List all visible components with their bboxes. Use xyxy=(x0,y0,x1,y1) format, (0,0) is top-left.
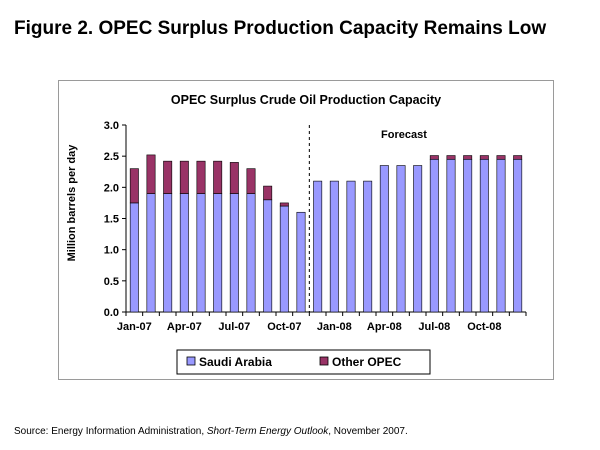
x-tick-label: Apr-07 xyxy=(167,321,202,333)
bar-other-opec xyxy=(179,160,189,194)
bar-other-opec xyxy=(213,160,223,194)
bar-other-opec xyxy=(229,162,239,194)
bar-other-opec xyxy=(496,155,506,160)
y-tick-label: 2.0 xyxy=(104,182,119,194)
bar-other-opec xyxy=(479,155,489,160)
bar-other-opec xyxy=(429,155,439,160)
bar-saudi-arabia xyxy=(179,193,189,313)
y-axis-label: Million barrels per day xyxy=(66,144,78,262)
bar-other-opec xyxy=(279,202,289,207)
bar-saudi-arabia xyxy=(213,193,223,313)
bar-saudi-arabia xyxy=(296,211,306,313)
bar-other-opec xyxy=(196,160,206,194)
legend-box xyxy=(176,349,431,375)
bar-other-opec xyxy=(446,155,456,160)
y-tick-label: 3.0 xyxy=(104,120,119,132)
y-tick-label: 0.0 xyxy=(104,307,119,319)
bar-saudi-arabia xyxy=(479,158,489,313)
legend-swatch-other-opec xyxy=(319,356,329,366)
bar-saudi-arabia xyxy=(496,158,506,313)
bar-other-opec xyxy=(263,185,273,201)
bar-saudi-arabia xyxy=(463,158,473,313)
y-tick-label: 1.0 xyxy=(104,245,119,257)
chart-panel: OPEC Surplus Crude Oil Production Capaci… xyxy=(58,80,554,380)
bar-saudi-arabia xyxy=(363,180,373,313)
bar-saudi-arabia xyxy=(146,193,156,313)
y-tick-label: 0.5 xyxy=(104,276,119,288)
x-tick-label: Jan-07 xyxy=(117,321,152,333)
bar-other-opec xyxy=(513,155,523,160)
bar-other-opec xyxy=(129,168,139,204)
y-tick-label: 1.5 xyxy=(104,214,119,226)
x-tick-label: Jul-08 xyxy=(418,321,450,333)
bar-saudi-arabia xyxy=(246,193,256,313)
source-note: Source: Energy Information Administratio… xyxy=(14,426,594,437)
bar-other-opec xyxy=(146,154,156,194)
x-tick-label: Jan-08 xyxy=(317,321,352,333)
bar-saudi-arabia xyxy=(413,165,423,313)
source-publication: Short-Term Energy Outlook xyxy=(206,426,329,437)
bar-saudi-arabia xyxy=(229,193,239,313)
bar-saudi-arabia xyxy=(263,199,273,313)
forecast-label: Forecast xyxy=(381,129,427,141)
bar-saudi-arabia xyxy=(446,158,456,313)
bar-saudi-arabia xyxy=(346,180,356,313)
bar-saudi-arabia xyxy=(329,180,339,313)
y-tick-label: 2.5 xyxy=(104,151,119,163)
bar-other-opec xyxy=(463,155,473,160)
bar-saudi-arabia xyxy=(396,165,406,313)
bar-saudi-arabia xyxy=(429,158,439,313)
x-tick-label: Apr-08 xyxy=(367,321,402,333)
bar-saudi-arabia xyxy=(196,193,206,313)
bar-saudi-arabia xyxy=(129,202,139,313)
x-tick-label: Oct-07 xyxy=(267,321,301,333)
bar-other-opec xyxy=(163,160,173,194)
plot-area: 0.0 0.5 1.0 1.5 2.0 2.5 3.0 Jan-07 Apr-07 Jul-07 O… xyxy=(104,120,527,333)
legend-swatch-saudi-arabia xyxy=(186,356,196,366)
chart: OPEC Surplus Crude Oil Production Capaci… xyxy=(66,93,527,375)
bar-saudi-arabia xyxy=(313,180,323,313)
x-tick-label: Oct-08 xyxy=(467,321,501,333)
legend-label-saudi-arabia: Saudi Arabia xyxy=(199,355,272,369)
bar-saudi-arabia xyxy=(279,205,289,313)
bar-saudi-arabia xyxy=(513,158,523,313)
source-suffix: , November 2007. xyxy=(328,426,408,437)
legend-label-other-opec: Other OPEC xyxy=(332,355,402,369)
bar-saudi-arabia xyxy=(163,193,173,313)
x-tick-label: Jul-07 xyxy=(218,321,250,333)
legend: Saudi Arabia Other OPEC xyxy=(176,349,431,375)
bar-other-opec xyxy=(246,168,256,194)
bar-saudi-arabia xyxy=(379,165,389,313)
figure-title: Figure 2. OPEC Surplus Production Capaci… xyxy=(14,18,547,39)
chart-title: OPEC Surplus Crude Oil Production Capaci… xyxy=(171,93,441,107)
source-prefix: Source: Energy Information Administratio… xyxy=(14,426,207,437)
